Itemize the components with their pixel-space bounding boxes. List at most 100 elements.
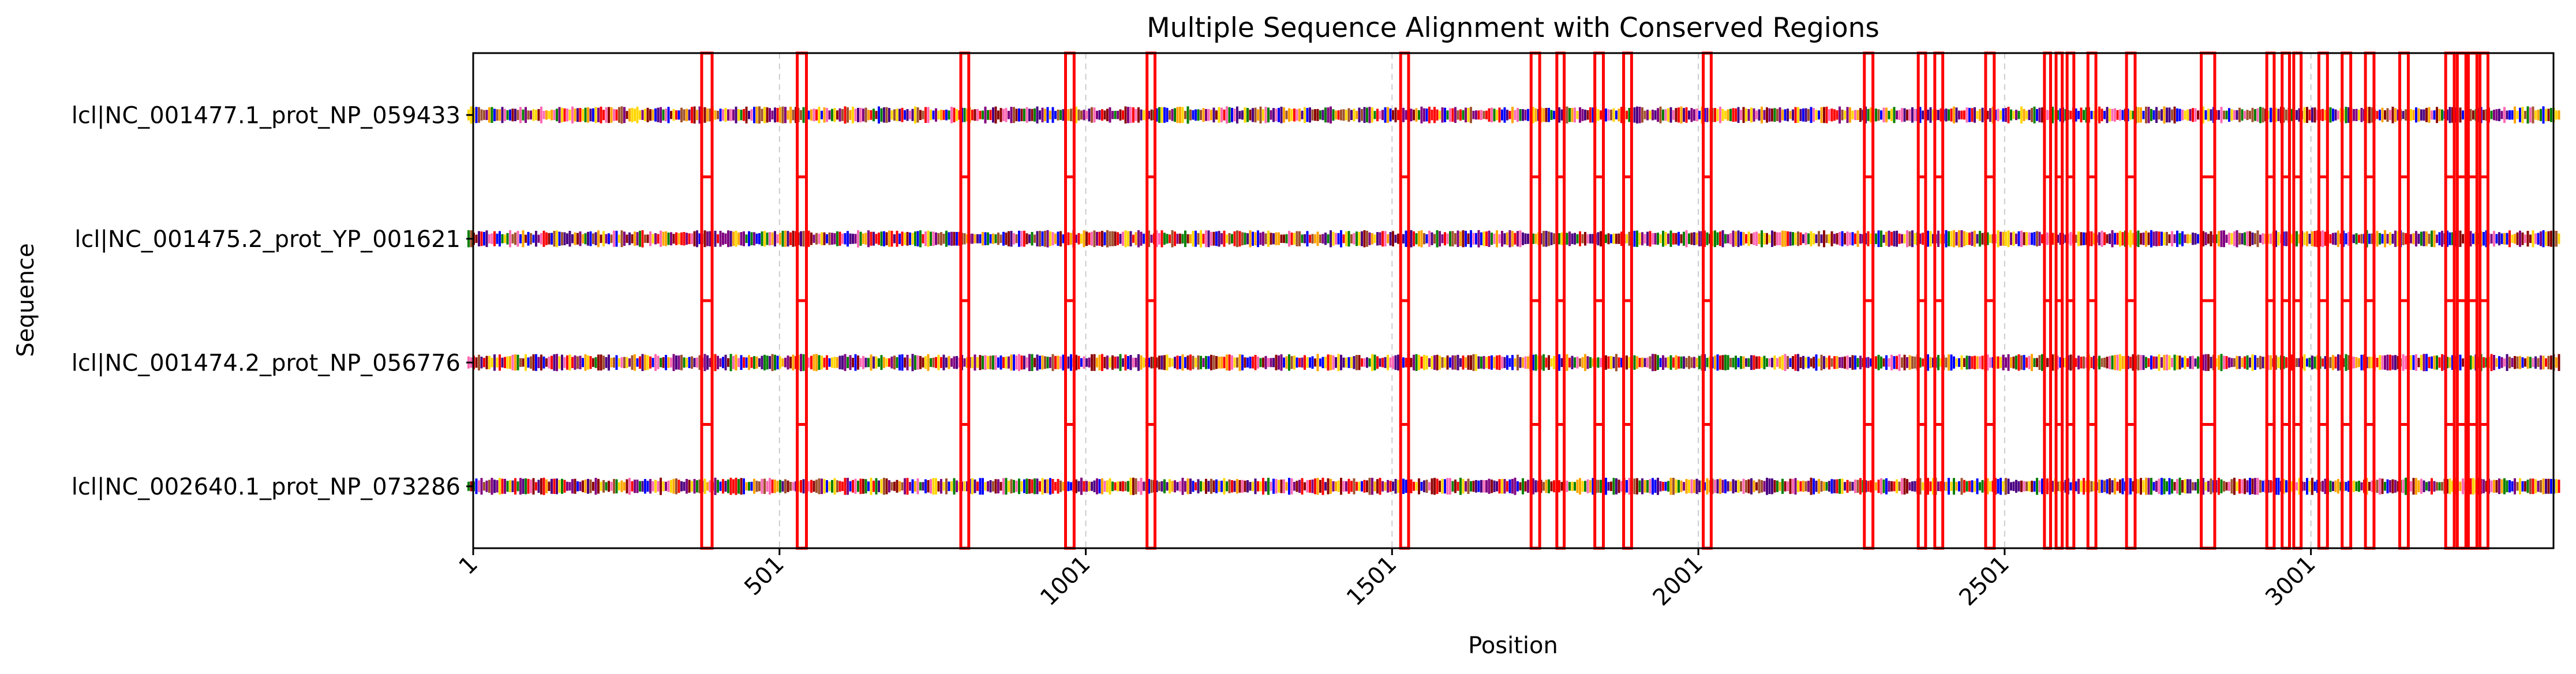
residue-mark: [1290, 478, 1293, 495]
residue-mark: [1636, 106, 1638, 123]
residue-mark: [2176, 479, 2178, 494]
residue-mark: [2023, 232, 2025, 245]
residue-mark: [984, 482, 987, 490]
residue-mark: [1618, 357, 1620, 368]
residue-mark: [1875, 108, 1877, 122]
residue-mark: [1729, 481, 1732, 492]
residue-mark: [1680, 234, 1683, 244]
residue-mark: [1140, 109, 1143, 121]
residue-mark: [1212, 480, 1215, 492]
residue-mark: [584, 480, 587, 493]
residue-mark: [878, 358, 880, 367]
residue-mark: [748, 482, 750, 491]
residue-mark: [1171, 481, 1174, 492]
residue-mark: [1480, 356, 1482, 369]
residue-mark: [1220, 107, 1223, 122]
residue-mark: [1257, 230, 1259, 248]
residue-mark: [1446, 233, 1449, 244]
residue-mark: [2103, 357, 2106, 368]
residue-mark: [1758, 479, 1761, 493]
residue-mark: [1132, 357, 1135, 368]
residue-mark: [2477, 357, 2480, 368]
residue-mark: [1067, 356, 1070, 369]
residue-mark: [1799, 232, 1802, 245]
residue-mark: [982, 478, 984, 495]
residue-mark: [1031, 108, 1034, 121]
residue-mark: [1953, 356, 1955, 369]
residue-mark: [1122, 481, 1124, 492]
residue-mark: [1880, 356, 1882, 369]
residue-mark: [1553, 355, 1555, 369]
residue-mark: [1804, 481, 1807, 492]
residue-mark: [1241, 354, 1244, 370]
residue-mark: [2532, 106, 2534, 123]
residue-mark: [1480, 110, 1482, 120]
residue-mark: [2121, 110, 2124, 120]
residue-mark: [1080, 110, 1083, 120]
residue-mark: [1470, 107, 1472, 123]
residue-mark: [753, 232, 755, 246]
residue-mark: [2550, 108, 2552, 122]
residue-mark: [776, 355, 779, 370]
residue-mark: [2347, 231, 2350, 246]
residue-mark: [1298, 480, 1301, 493]
residue-mark: [1914, 108, 1916, 121]
residue-mark: [2495, 234, 2498, 244]
residue-mark: [847, 478, 849, 495]
residue-mark: [1246, 233, 1249, 245]
residue-mark: [1592, 358, 1594, 367]
residue-mark: [750, 109, 753, 121]
residue-mark: [1462, 479, 1465, 494]
residue-mark: [1974, 355, 1976, 369]
residue-mark: [1330, 478, 1332, 494]
residue-mark: [898, 354, 901, 370]
residue-mark: [1787, 355, 1789, 369]
residue-mark: [1262, 478, 1264, 495]
residue-mark: [2337, 230, 2339, 248]
residue-mark: [1340, 230, 1342, 248]
residue-mark: [537, 234, 540, 243]
residue-mark: [1218, 481, 1220, 492]
residue-mark: [1657, 233, 1659, 245]
residue-mark: [1270, 358, 1272, 368]
residue-mark: [519, 358, 522, 367]
residue-mark: [2181, 109, 2184, 121]
residue-mark: [2477, 478, 2480, 495]
residue-mark: [1919, 233, 1922, 244]
residue-mark: [709, 480, 712, 493]
residue-mark: [2402, 354, 2405, 371]
residue-mark: [1581, 108, 1584, 121]
residue-mark: [1475, 233, 1477, 245]
residue-mark: [2503, 233, 2506, 245]
residue-mark: [1615, 110, 1618, 119]
residue-mark: [836, 357, 838, 368]
residue-mark: [600, 481, 602, 491]
residue-mark: [1337, 480, 1340, 492]
residue-mark: [1020, 481, 1023, 492]
residue-mark: [532, 234, 535, 243]
residue-mark: [1615, 234, 1618, 244]
residue-mark: [545, 479, 548, 493]
residue-mark: [1854, 110, 1856, 121]
residue-mark: [1654, 110, 1657, 120]
residue-mark: [1238, 354, 1241, 371]
conserved-region: [2065, 51, 2076, 550]
residue-mark: [1353, 356, 1356, 369]
residue-mark: [890, 356, 893, 369]
residue-mark: [2046, 478, 2049, 495]
residue-mark: [1228, 479, 1231, 493]
residue-mark: [1773, 480, 1776, 493]
residue-mark: [1532, 354, 1534, 370]
residue-mark: [2077, 231, 2080, 246]
residue-mark: [1548, 479, 1550, 493]
residue-mark: [1755, 482, 1758, 490]
residue-mark: [2083, 356, 2085, 369]
residue-mark: [813, 108, 815, 122]
residue-mark: [1948, 109, 1950, 121]
residue-mark: [1119, 109, 1122, 121]
residue-mark: [2477, 233, 2480, 245]
residue-mark: [483, 110, 485, 120]
residue-mark: [537, 480, 540, 493]
residue-mark: [792, 110, 795, 121]
residue-mark: [1576, 234, 1579, 244]
